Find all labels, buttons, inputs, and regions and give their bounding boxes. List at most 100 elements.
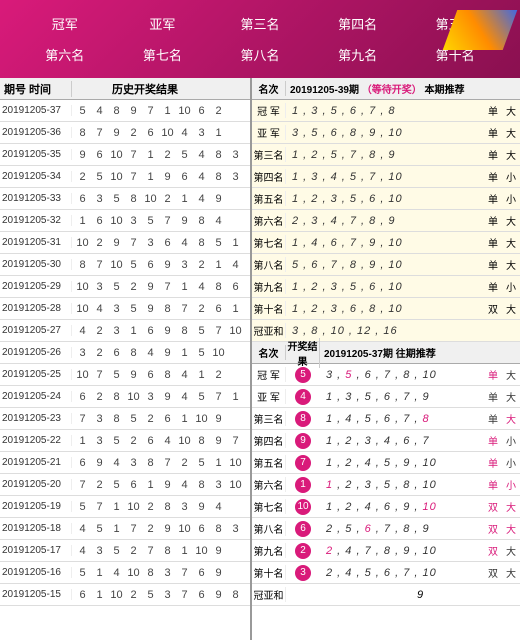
prediction-cell: 3 , 5 , 6 , 8 , 9 , 10 [286,127,484,139]
result-number: 3 [74,347,91,359]
result-number: 1 [108,523,125,535]
result-number: 9 [159,325,176,337]
past-prediction-row: 第六名11 , 2 , 3 , 5 , 8 , 10单小 [252,474,520,496]
result-ball-cell: 3 [286,565,320,581]
result-number: 9 [125,369,142,381]
rank-tab[interactable]: 第七名 [118,43,208,66]
result-number: 8 [108,391,125,403]
result-number: 1 [210,457,227,469]
result-number: 4 [227,259,244,271]
result-number: 10 [193,545,210,557]
result-number: 6 [142,127,159,139]
result-number: 5 [108,281,125,293]
result-ball-cell: 6 [286,521,320,537]
result-number: 7 [227,435,244,447]
result-number: 10 [74,237,91,249]
result-number: 6 [193,105,210,117]
pred-number: 5 [365,391,372,403]
ball-icon: 9 [295,433,311,449]
prediction-cell: 3 , 8 , 10 , 12 , 16 [286,325,484,337]
rank-tab[interactable]: 第六名 [20,43,110,66]
result-number: 4 [176,127,193,139]
result-number: 2 [193,303,210,315]
ball-icon: 8 [295,411,311,427]
result-number: 9 [159,171,176,183]
result-number: 5 [108,193,125,205]
prediction-row: 第六名2 , 3 , 4 , 7 , 8 , 9单大 [252,210,520,232]
prediction-row: 第五名1 , 2 , 3 , 5 , 6 , 10单小 [252,188,520,210]
rank-cell: 冠 军 [252,367,286,382]
pred-number: 5 [365,413,372,425]
history-row: 20191205-368792610431 [0,122,250,144]
tag-odd-even: 单 [484,103,502,118]
result-number: 3 [91,435,108,447]
result-number: 3 [91,413,108,425]
prediction-row: 冠 军1 , 3 , 5 , 6 , 7 , 8单大 [252,100,520,122]
pred-number: 3 [365,479,372,491]
rank-tab[interactable]: 第八名 [215,43,305,66]
result-number: 4 [108,567,125,579]
result-ball-cell: 2 [286,543,320,559]
result-number: 8 [159,303,176,315]
pred-number: 5 [365,567,372,579]
pred-number: 10 [422,457,436,469]
result-number: 3 [227,171,244,183]
result-number: 3 [91,281,108,293]
rank-tab[interactable]: 第四名 [313,12,403,35]
pred-number: 10 [422,501,436,513]
result-number: 8 [193,435,210,447]
pred-number: 4 [345,567,352,579]
history-row: 20191205-2810435987261 [0,298,250,320]
result-number: 5 [193,347,210,359]
past-prediction-row: 第四名91 , 2 , 3 , 4 , 6 , 7单小 [252,430,520,452]
result-number: 3 [159,567,176,579]
rank-cell: 第六名 [252,477,286,492]
pred-number: 7 [403,413,410,425]
rank-cell: 亚 军 [252,389,286,404]
result-number: 5 [74,501,91,513]
tag-big-small: 小 [502,433,520,448]
result-number: 3 [210,479,227,491]
rank-cell: 第八名 [252,257,286,272]
col-results: 历史开奖结果 [72,81,250,97]
result-number: 3 [125,457,142,469]
result-number: 1 [227,391,244,403]
period-cell: 20191205-36 [0,127,72,138]
period-cell: 20191205-30 [0,259,72,270]
result-number: 2 [193,259,210,271]
pred-number: 4 [345,545,352,557]
past-pred-cell: 2 , 5 , 6 , 7 , 8 , 9 [320,523,484,535]
history-panel: 期号 时间 历史开奖结果 20191205-375489711062201912… [0,78,252,640]
result-number: 8 [108,105,125,117]
numbers-cell: 4352781109 [72,545,250,557]
result-number: 1 [193,369,210,381]
history-row: 20191205-1845172910683 [0,518,250,540]
tag-odd-even: 单 [484,411,502,426]
numbers-cell: 5711028394 [72,501,250,513]
result-number: 9 [159,523,176,535]
result-number: 9 [159,391,176,403]
pred-number: 1 [326,391,333,403]
pred-number: 6 [384,413,391,425]
result-number: 8 [159,501,176,513]
result-number: 4 [108,457,125,469]
rank-tab[interactable]: 第三名 [215,12,305,35]
result-ball-cell: 10 [286,499,320,515]
pred-number: 7 [422,435,429,447]
rank-tab[interactable]: 冠军 [20,12,110,35]
rank-tab[interactable]: 亚军 [118,12,208,35]
result-number: 4 [210,501,227,513]
result-number: 3 [91,545,108,557]
history-row: 20191205-2169438725110 [0,452,250,474]
period-cell: 20191205-25 [0,369,72,380]
result-number: 5 [108,479,125,491]
past-pred-cell: 1 , 2 , 3 , 4 , 6 , 7 [320,435,484,447]
tag-big-small: 大 [502,367,520,382]
result-number: 8 [159,545,176,557]
numbers-cell: 96107125483 [72,149,250,161]
result-number: 6 [74,457,91,469]
period-cell: 20191205-33 [0,193,72,204]
period-cell: 20191205-17 [0,545,72,556]
result-number: 4 [210,215,227,227]
rank-tab[interactable]: 第九名 [313,43,403,66]
